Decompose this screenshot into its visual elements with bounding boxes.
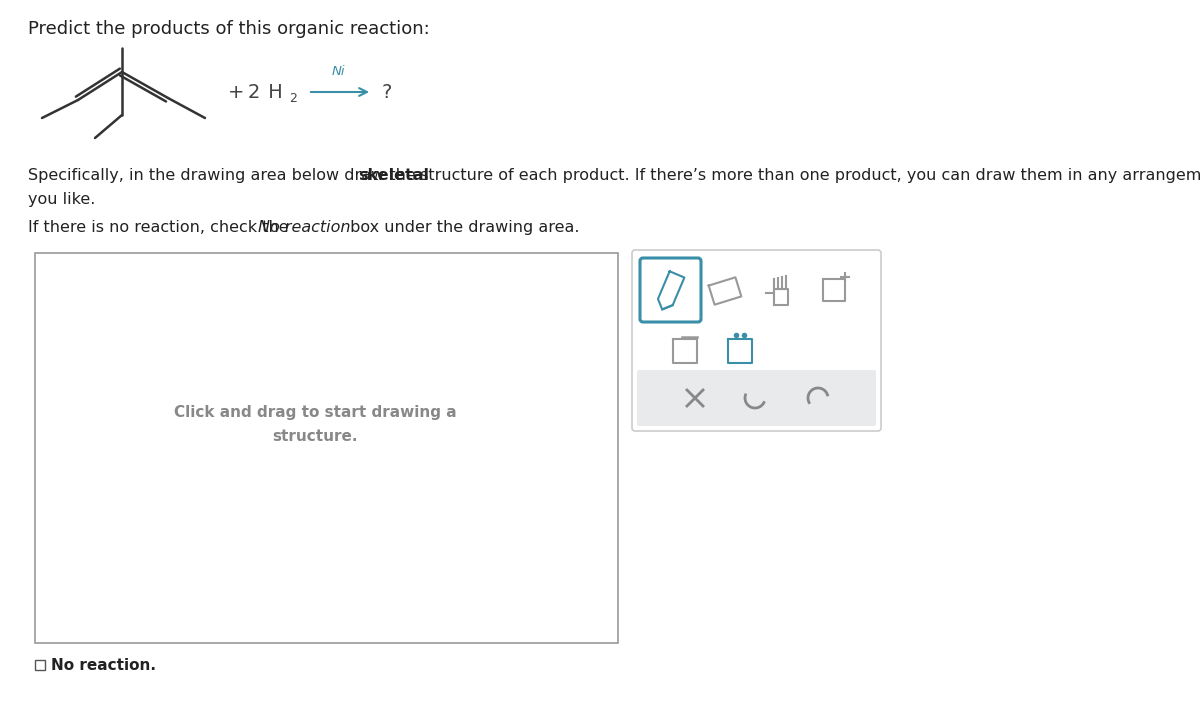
FancyArrowPatch shape [311,88,367,96]
FancyBboxPatch shape [640,258,701,322]
Text: Ni: Ni [331,65,344,78]
Text: Click and drag to start drawing a
structure.: Click and drag to start drawing a struct… [174,405,456,445]
Text: No reaction.: No reaction. [50,658,156,672]
FancyBboxPatch shape [632,250,881,431]
Text: No reaction: No reaction [258,220,350,235]
Bar [35,660,46,670]
Text: 2: 2 [289,92,296,105]
Text: 2: 2 [248,82,260,102]
Text: Specifically, in the drawing area below draw the: Specifically, in the drawing area below … [28,168,421,183]
Text: +: + [228,82,245,102]
Text: skeletal: skeletal [358,168,430,183]
Text: H: H [262,82,283,102]
Text: structure of each product. If there’s more than one product, you can draw them i: structure of each product. If there’s mo… [415,168,1200,183]
Text: ?: ? [382,82,392,102]
Text: you like.: you like. [28,192,95,207]
Text: box under the drawing area.: box under the drawing area. [346,220,580,235]
Bar [35,253,618,643]
Text: Predict the products of this organic reaction:: Predict the products of this organic rea… [28,20,430,38]
FancyBboxPatch shape [637,370,876,426]
Text: If there is no reaction, check the: If there is no reaction, check the [28,220,294,235]
